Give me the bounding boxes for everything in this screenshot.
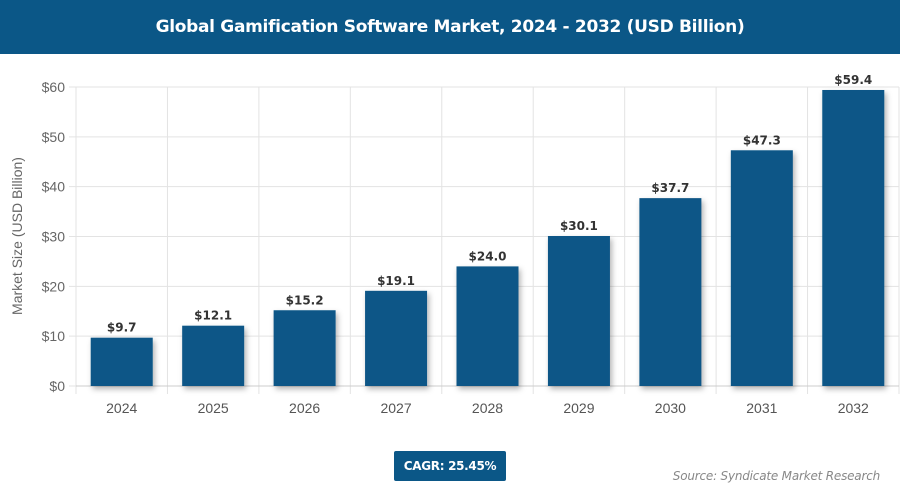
y-tick-label: $60 bbox=[42, 79, 66, 95]
bar-2024 bbox=[90, 337, 153, 386]
data-label: $37.7 bbox=[651, 181, 689, 195]
bar-2029 bbox=[547, 236, 610, 386]
data-label: $12.1 bbox=[194, 309, 232, 323]
x-tick-label: 2032 bbox=[838, 400, 869, 416]
bar-2027 bbox=[365, 290, 428, 386]
y-tick-label: $30 bbox=[42, 229, 66, 245]
data-label: $24.0 bbox=[469, 249, 507, 263]
data-label: $9.7 bbox=[107, 321, 137, 335]
chart-title: Global Gamification Software Market, 202… bbox=[155, 17, 745, 37]
bar-2031 bbox=[730, 150, 793, 386]
y-tick-label: $10 bbox=[42, 328, 66, 344]
y-axis-label: Market Size (USD Billion) bbox=[9, 157, 25, 315]
y-tick-label: $50 bbox=[42, 129, 66, 145]
data-label: $59.4 bbox=[834, 73, 872, 87]
data-label: $30.1 bbox=[560, 219, 598, 233]
x-tick-label: 2029 bbox=[563, 400, 594, 416]
chart-header: Global Gamification Software Market, 202… bbox=[0, 0, 900, 54]
y-tick-label: $40 bbox=[42, 179, 66, 195]
data-label: $47.3 bbox=[743, 133, 781, 147]
bar-2028 bbox=[456, 266, 519, 386]
x-tick-label: 2028 bbox=[472, 400, 503, 416]
x-tick-label: 2027 bbox=[380, 400, 411, 416]
cagr-badge: CAGR: 25.45% bbox=[394, 451, 506, 481]
source-note: Source: Syndicate Market Research bbox=[672, 469, 880, 483]
x-tick-label: 2026 bbox=[289, 400, 320, 416]
y-tick-label: $20 bbox=[42, 278, 66, 294]
x-tick-label: 2030 bbox=[655, 400, 686, 416]
x-tick-label: 2031 bbox=[746, 400, 777, 416]
bar-2030 bbox=[639, 198, 702, 386]
x-tick-label: 2024 bbox=[106, 400, 137, 416]
data-label: $15.2 bbox=[286, 293, 324, 307]
x-tick-label: 2025 bbox=[198, 400, 229, 416]
bar-2026 bbox=[273, 310, 336, 386]
data-label: $19.1 bbox=[377, 274, 415, 288]
bar-2032 bbox=[822, 89, 885, 387]
bar-2025 bbox=[182, 325, 245, 386]
y-tick-label: $0 bbox=[49, 378, 65, 394]
